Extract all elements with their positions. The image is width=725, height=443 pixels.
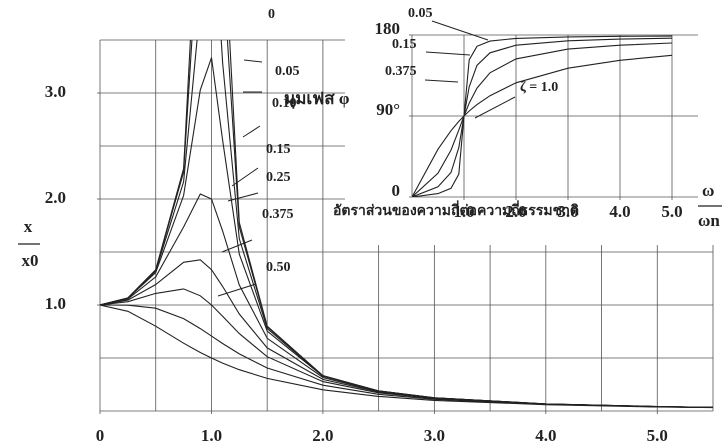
y-tick-label: 1.0 [45, 294, 66, 313]
curve-label: 0.375 [262, 207, 294, 222]
y-label-denominator: x0 [22, 251, 39, 270]
y-tick-label: 3.0 [45, 82, 66, 101]
y-tick-label: 2.0 [45, 188, 66, 207]
label-pointer [243, 126, 260, 137]
x-tick-label: 5.0 [647, 426, 668, 443]
x-tick-label: 1.0 [201, 426, 222, 443]
curve-label: 0.05 [275, 64, 300, 79]
y-tick-label: 90° [376, 100, 400, 119]
x-unit-numerator: ω [702, 181, 714, 200]
x-tick-label: 3.0 [424, 426, 445, 443]
curve-label: 0 [268, 7, 275, 22]
label-pointer [228, 193, 258, 201]
label-pointer [244, 60, 262, 62]
x-tick-label: 0 [96, 426, 105, 443]
curve-label: 0.50 [266, 260, 291, 275]
x-unit-denominator: ωn [698, 211, 720, 230]
curve-label: 0.05 [408, 6, 433, 21]
y-tick-label: 180 [375, 19, 401, 38]
curve [100, 260, 713, 408]
curve-label: ζ = 1.0 [520, 80, 558, 95]
x-tick-label: 4.0 [535, 426, 556, 443]
x-tick-label: 4.0 [609, 202, 630, 221]
y-tick-label: 0 [392, 181, 401, 200]
x-tick-label: 2.0 [312, 426, 333, 443]
curve [100, 305, 713, 408]
y-label-numerator: x [24, 217, 33, 236]
label-pointer [218, 284, 256, 296]
curve [100, 305, 713, 408]
curve-label: 0.25 [266, 170, 291, 185]
chart: 01.02.03.04.05.01.02.03.000.050.100.150.… [0, 0, 725, 443]
curve-label: 0.15 [392, 37, 417, 52]
x-tick-label: 5.0 [661, 202, 682, 221]
phase-title: มุมเฟส φ [284, 89, 350, 109]
curve-label: 0.375 [385, 64, 417, 79]
curve-label: 0.15 [266, 142, 291, 157]
